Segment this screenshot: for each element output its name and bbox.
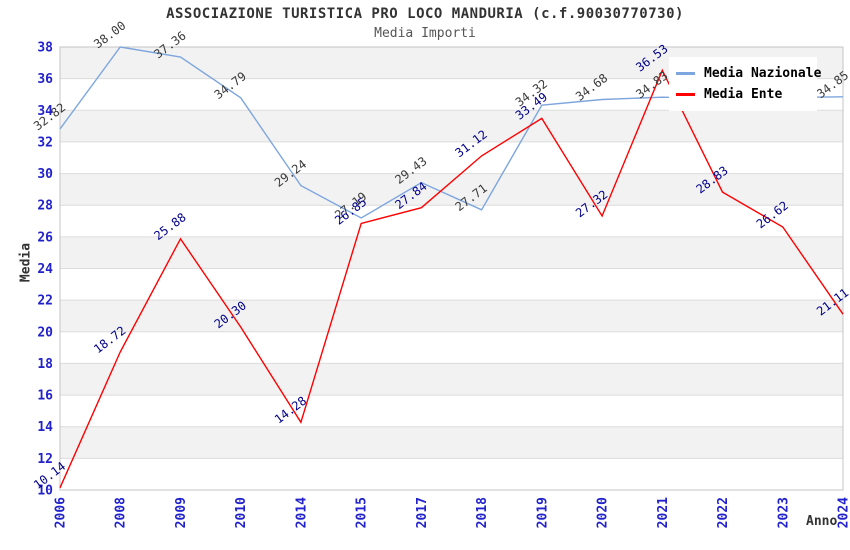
chart-subtitle: Media Importi bbox=[374, 26, 476, 41]
svg-text:2006: 2006 bbox=[54, 497, 69, 528]
legend-label-ente: Media Ente bbox=[704, 87, 783, 102]
svg-text:2021: 2021 bbox=[656, 497, 671, 528]
svg-text:14.28: 14.28 bbox=[272, 394, 309, 427]
svg-text:2019: 2019 bbox=[535, 497, 550, 528]
ente-line-swatch-icon bbox=[676, 93, 695, 96]
svg-text:32: 32 bbox=[37, 135, 53, 150]
svg-text:16: 16 bbox=[37, 389, 53, 404]
svg-text:12: 12 bbox=[37, 452, 53, 467]
svg-text:2023: 2023 bbox=[776, 497, 791, 528]
grid-bands bbox=[60, 47, 843, 459]
legend: Media Nazionale Media Ente bbox=[669, 57, 821, 111]
svg-text:2018: 2018 bbox=[475, 497, 490, 528]
svg-text:2008: 2008 bbox=[114, 497, 129, 528]
svg-text:10: 10 bbox=[37, 484, 53, 499]
legend-item-media-ente: Media Ente bbox=[676, 84, 809, 105]
svg-text:20: 20 bbox=[37, 325, 53, 340]
x-axis-ticks: 2006 2008 2009 2010 2014 2015 2017 2018 2019 2020… bbox=[54, 497, 850, 528]
svg-text:2010: 2010 bbox=[234, 497, 249, 528]
svg-text:2020: 2020 bbox=[596, 497, 611, 528]
svg-text:2014: 2014 bbox=[294, 497, 309, 528]
svg-text:38.00: 38.00 bbox=[91, 18, 128, 51]
svg-text:38: 38 bbox=[37, 41, 53, 56]
svg-text:2017: 2017 bbox=[415, 497, 430, 528]
svg-text:30: 30 bbox=[37, 167, 53, 182]
svg-text:14: 14 bbox=[37, 420, 53, 435]
chart-title: ASSOCIAZIONE TURISTICA PRO LOCO MANDURIA… bbox=[166, 6, 684, 22]
svg-text:2009: 2009 bbox=[174, 497, 189, 528]
legend-label-nazionale: Media Nazionale bbox=[704, 66, 822, 81]
svg-text:24: 24 bbox=[37, 262, 53, 277]
svg-text:36: 36 bbox=[37, 72, 53, 87]
legend-item-media-nazionale: Media Nazionale bbox=[676, 63, 821, 84]
nazionale-line-swatch-icon bbox=[676, 72, 695, 75]
svg-text:2022: 2022 bbox=[716, 497, 731, 528]
svg-text:28: 28 bbox=[37, 199, 53, 214]
y-axis-label: Media bbox=[18, 242, 34, 283]
svg-text:34: 34 bbox=[37, 104, 53, 119]
svg-text:2015: 2015 bbox=[355, 497, 370, 528]
svg-text:2024: 2024 bbox=[837, 497, 850, 528]
svg-text:18: 18 bbox=[37, 357, 53, 372]
svg-text:22: 22 bbox=[37, 294, 53, 309]
x-axis-label: Anno bbox=[806, 514, 838, 529]
ente-line bbox=[59, 68, 844, 489]
svg-text:26: 26 bbox=[37, 230, 53, 245]
